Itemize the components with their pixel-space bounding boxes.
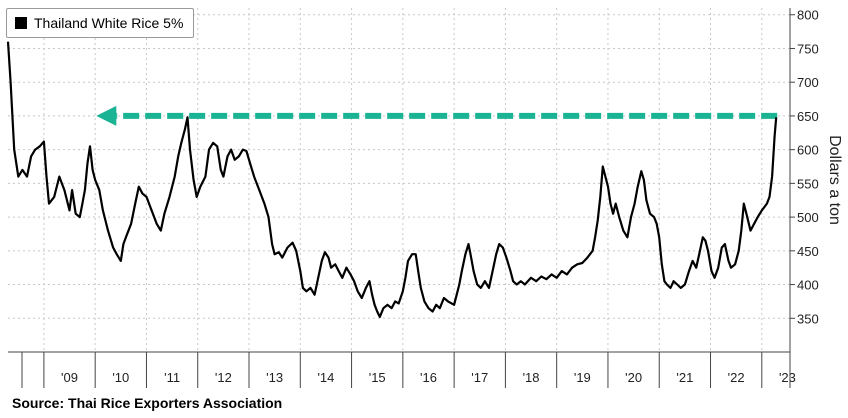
x-tick-label: '12 xyxy=(215,370,232,385)
x-tick-label: '13 xyxy=(266,370,283,385)
x-tick-label: '17 xyxy=(471,370,488,385)
x-tick-label: '22 xyxy=(728,370,745,385)
y-tick-label: 450 xyxy=(797,244,819,259)
y-tick-label: 650 xyxy=(797,109,819,124)
y-tick-label: 700 xyxy=(797,75,819,90)
x-axis: '09 '10 '11 '12 '13 '14 '15 '16 '17 '18 '19 '20 '21 '… xyxy=(8,351,796,388)
x-tick-label: '20 xyxy=(625,370,642,385)
y-tick-label: 800 xyxy=(797,8,819,23)
legend-swatch xyxy=(15,17,27,29)
y-axis-label: Dollars a ton xyxy=(826,135,843,225)
x-tick-label: '10 xyxy=(112,370,129,385)
series-line xyxy=(6,41,778,318)
x-tick-label: '11 xyxy=(164,370,180,385)
reference-arrow xyxy=(96,105,778,126)
x-tick-label: '09 xyxy=(61,370,78,385)
x-tick-label: '15 xyxy=(369,370,386,385)
x-tick-label: '16 xyxy=(420,370,437,385)
legend-label: Thailand White Rice 5% xyxy=(34,15,184,31)
y-tick-label: 750 xyxy=(797,41,819,56)
x-tick-label: '18 xyxy=(523,370,540,385)
grid-lines xyxy=(8,8,790,352)
x-tick-label: '23 xyxy=(779,370,796,385)
y-tick-label: 500 xyxy=(797,210,819,225)
y-tick-label: 350 xyxy=(797,311,819,326)
y-tick-label: 600 xyxy=(797,143,819,158)
legend: Thailand White Rice 5% xyxy=(6,8,195,38)
y-axis: 350 400 450 500 550 600 650 700 750 800 xyxy=(789,8,819,388)
source-note: Source: Thai Rice Exporters Association xyxy=(12,395,283,411)
arrow-head xyxy=(96,105,117,126)
y-tick-label: 400 xyxy=(797,278,819,293)
y-tick-label: 550 xyxy=(797,176,819,191)
x-tick-label: '14 xyxy=(317,370,334,385)
x-tick-label: '19 xyxy=(574,370,591,385)
x-tick-label: '21 xyxy=(676,370,693,385)
